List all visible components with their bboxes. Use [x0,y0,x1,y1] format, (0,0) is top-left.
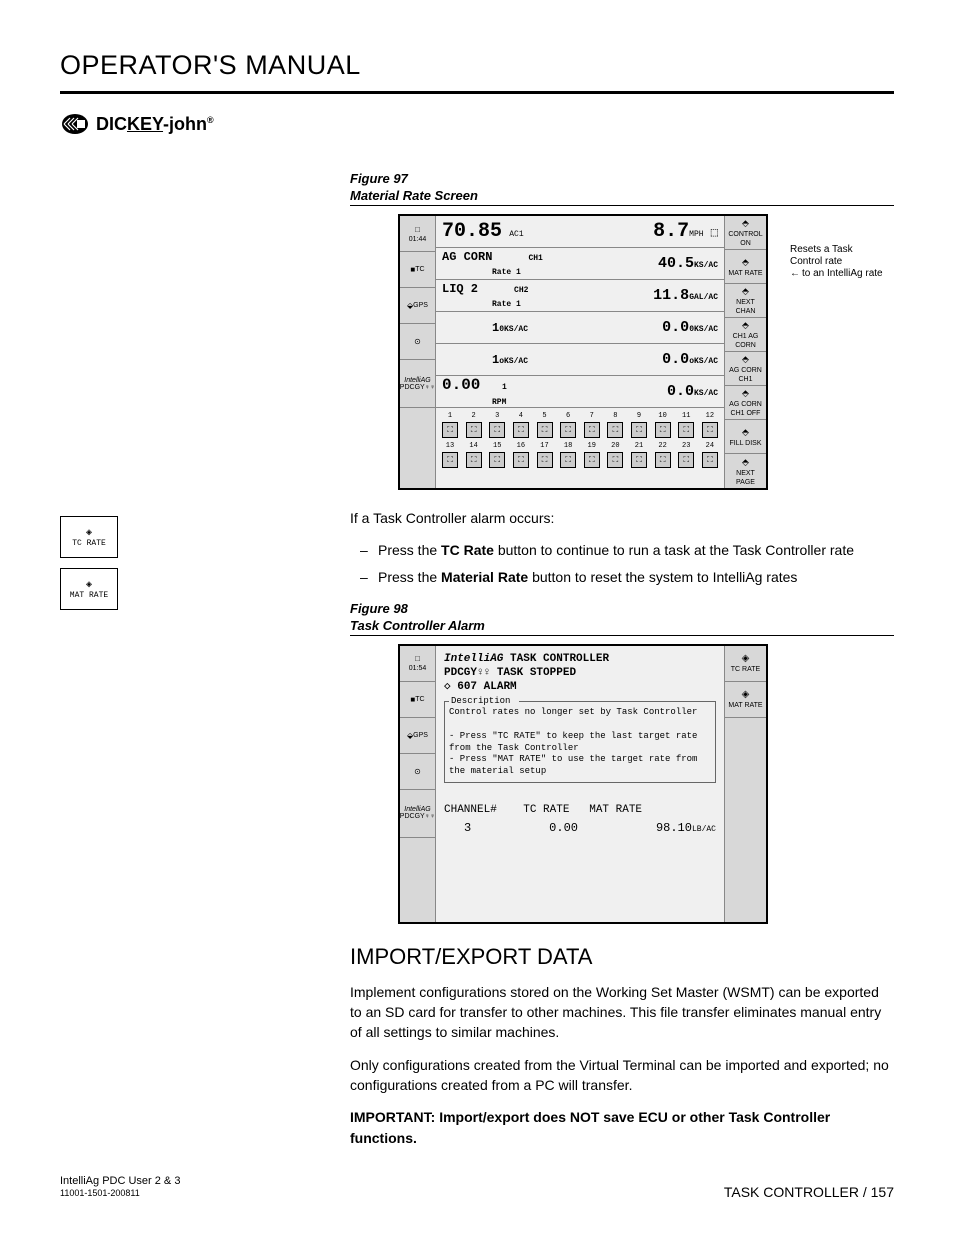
brand-key: KEY [127,114,163,134]
alarm-main-content: IntelliAG TASK CONTROLLER PDCGY♀♀ TASK S… [436,646,724,922]
import-export-p2: Only configurations created from the Vir… [350,1055,894,1096]
time-icon-cell: □01:54 [400,646,435,682]
alarm-right-nav: ◈TC RATE ◈MAT RATE [724,646,766,922]
tc-icon-cell: ■TC [400,252,435,288]
import-export-heading: IMPORT/EXPORT DATA [350,944,894,970]
main-content-column: Figure 97 Material Rate Screen □01:44 ■T… [350,171,894,1148]
tc-icon-cell: ■TC [400,682,435,718]
diamond-icon: ◈ [86,527,92,539]
right-nav-button[interactable]: ⬘NEXT CHAN [725,284,766,318]
figure-97-label: Figure 97 [350,171,894,186]
seed-row-grid: 123456789101112 ⛶⛶⛶⛶⛶⛶⛶⛶⛶⛶⛶⛶ 13141516171… [436,408,724,476]
gps-icon-cell: ⬙GPS [400,718,435,754]
alarm-action-list: Press the TC Rate button to continue to … [350,540,894,587]
figure-97-title: Material Rate Screen [350,188,894,206]
material-rate-screenshot: □01:44 ■TC ⬙GPS ⊙ IntelliAGPDCGY♀♀ 70.85… [398,214,768,490]
tc-rate-side-button[interactable]: ◈ TC RATE [60,516,118,558]
right-nav-button[interactable]: ⬘FILL DISK [725,420,766,454]
alarm-intro-text: If a Task Controller alarm occurs: [350,508,894,528]
important-note: IMPORTANT: Import/export does NOT save E… [350,1107,894,1148]
right-nav-button[interactable]: ⬘CH1 AG CORN [725,318,766,352]
side-buttons-group: ◈ TC RATE ◈ MAT RATE [60,516,118,620]
mat-rate-label: MAT RATE [70,591,108,600]
intelliag-icon-cell: IntelliAGPDCGY♀♀ [400,360,435,408]
mat-rate-side-button[interactable]: ◈ MAT RATE [60,568,118,610]
brand-suffix: -john [163,114,207,134]
important-label: IMPORTANT: [350,1109,435,1125]
callout-annotation: Resets a Task Control rate ←to an Intell… [790,244,900,280]
data-row-3: 10KS/AC 0.00KS/AC [436,312,724,344]
top-data-row: 70.85 AC1 8.7MPH ⬚ [436,216,724,248]
right-nav-button[interactable]: ⬘CONTROL ON [725,216,766,250]
import-export-p1: Implement configurations stored on the W… [350,982,894,1043]
page-header-title: OPERATOR'S MANUAL [60,50,894,81]
footer-left: IntelliAg PDC User 2 & 3 11001-1501-2008… [60,1174,180,1200]
mat-rate-button[interactable]: ◈MAT RATE [725,682,766,718]
task-controller-alarm-screenshot: □01:54 ■TC ⬙GPS ⊙ IntelliAGPDCGY♀♀ Intel… [398,644,768,924]
tc-rate-label: TC RATE [72,539,106,548]
screenshot-left-nav: □01:44 ■TC ⬙GPS ⊙ IntelliAGPDCGY♀♀ [400,216,436,488]
intelliag-icon-cell: IntelliAGPDCGY♀♀ [400,790,435,838]
ch1-row: AG CORN CH1Rate 1 40.5KS/AC [436,248,724,280]
action-bullet: Press the TC Rate button to continue to … [378,540,894,560]
page-footer: IntelliAg PDC User 2 & 3 11001-1501-2008… [60,1174,894,1200]
right-nav-button[interactable]: ⬘AG CORN CH1 OFF [725,386,766,420]
header-rule [60,91,894,94]
figure-98-title: Task Controller Alarm [350,618,894,636]
rpm-row: 0.00 1RPM 0.0KS/AC [436,376,724,408]
action-bullet: Press the Material Rate button to reset … [378,567,894,587]
screenshot-main-area: 70.85 AC1 8.7MPH ⬚ AG CORN CH1Rate 1 40.… [436,216,724,488]
brand-text: DICKEY-john® [96,114,214,135]
clock-icon-cell: ⊙ [400,754,435,790]
right-nav-button[interactable]: ⬘AG CORN CH1 [725,352,766,386]
data-row-4: 1oKS/AC 0.0oKS/AC [436,344,724,376]
clock-icon-cell: ⊙ [400,324,435,360]
right-nav-button[interactable]: ⬘NEXT PAGE [725,454,766,488]
brand-logo: DICKEY-john® [60,112,894,136]
alarm-left-nav: □01:54 ■TC ⬙GPS ⊙ IntelliAGPDCGY♀♀ [400,646,436,922]
gps-icon-cell: ⬙GPS [400,288,435,324]
footer-right: TASK CONTROLLER / 157 [724,1184,894,1200]
right-nav-button[interactable]: ⬘MAT RATE [725,250,766,284]
time-icon-cell: □01:44 [400,216,435,252]
ch2-row: LIQ 2 CH2Rate 1 11.8GAL/AC [436,280,724,312]
alarm-channel-table: CHANNEL# TC RATE MAT RATE 3 0.00 98.10LB… [444,803,716,837]
diamond-icon: ◈ [86,579,92,591]
brand-prefix: DIC [96,114,127,134]
tc-rate-button[interactable]: ◈TC RATE [725,646,766,682]
dickey-john-logo-icon [60,112,90,136]
screenshot-right-nav: ⬘CONTROL ON⬘MAT RATE⬘NEXT CHAN⬘CH1 AG CO… [724,216,766,488]
alarm-description-box: Description Control rates no longer set … [444,701,716,783]
left-margin-column: ◈ TC RATE ◈ MAT RATE [60,171,350,1148]
figure-98-label: Figure 98 [350,601,894,616]
